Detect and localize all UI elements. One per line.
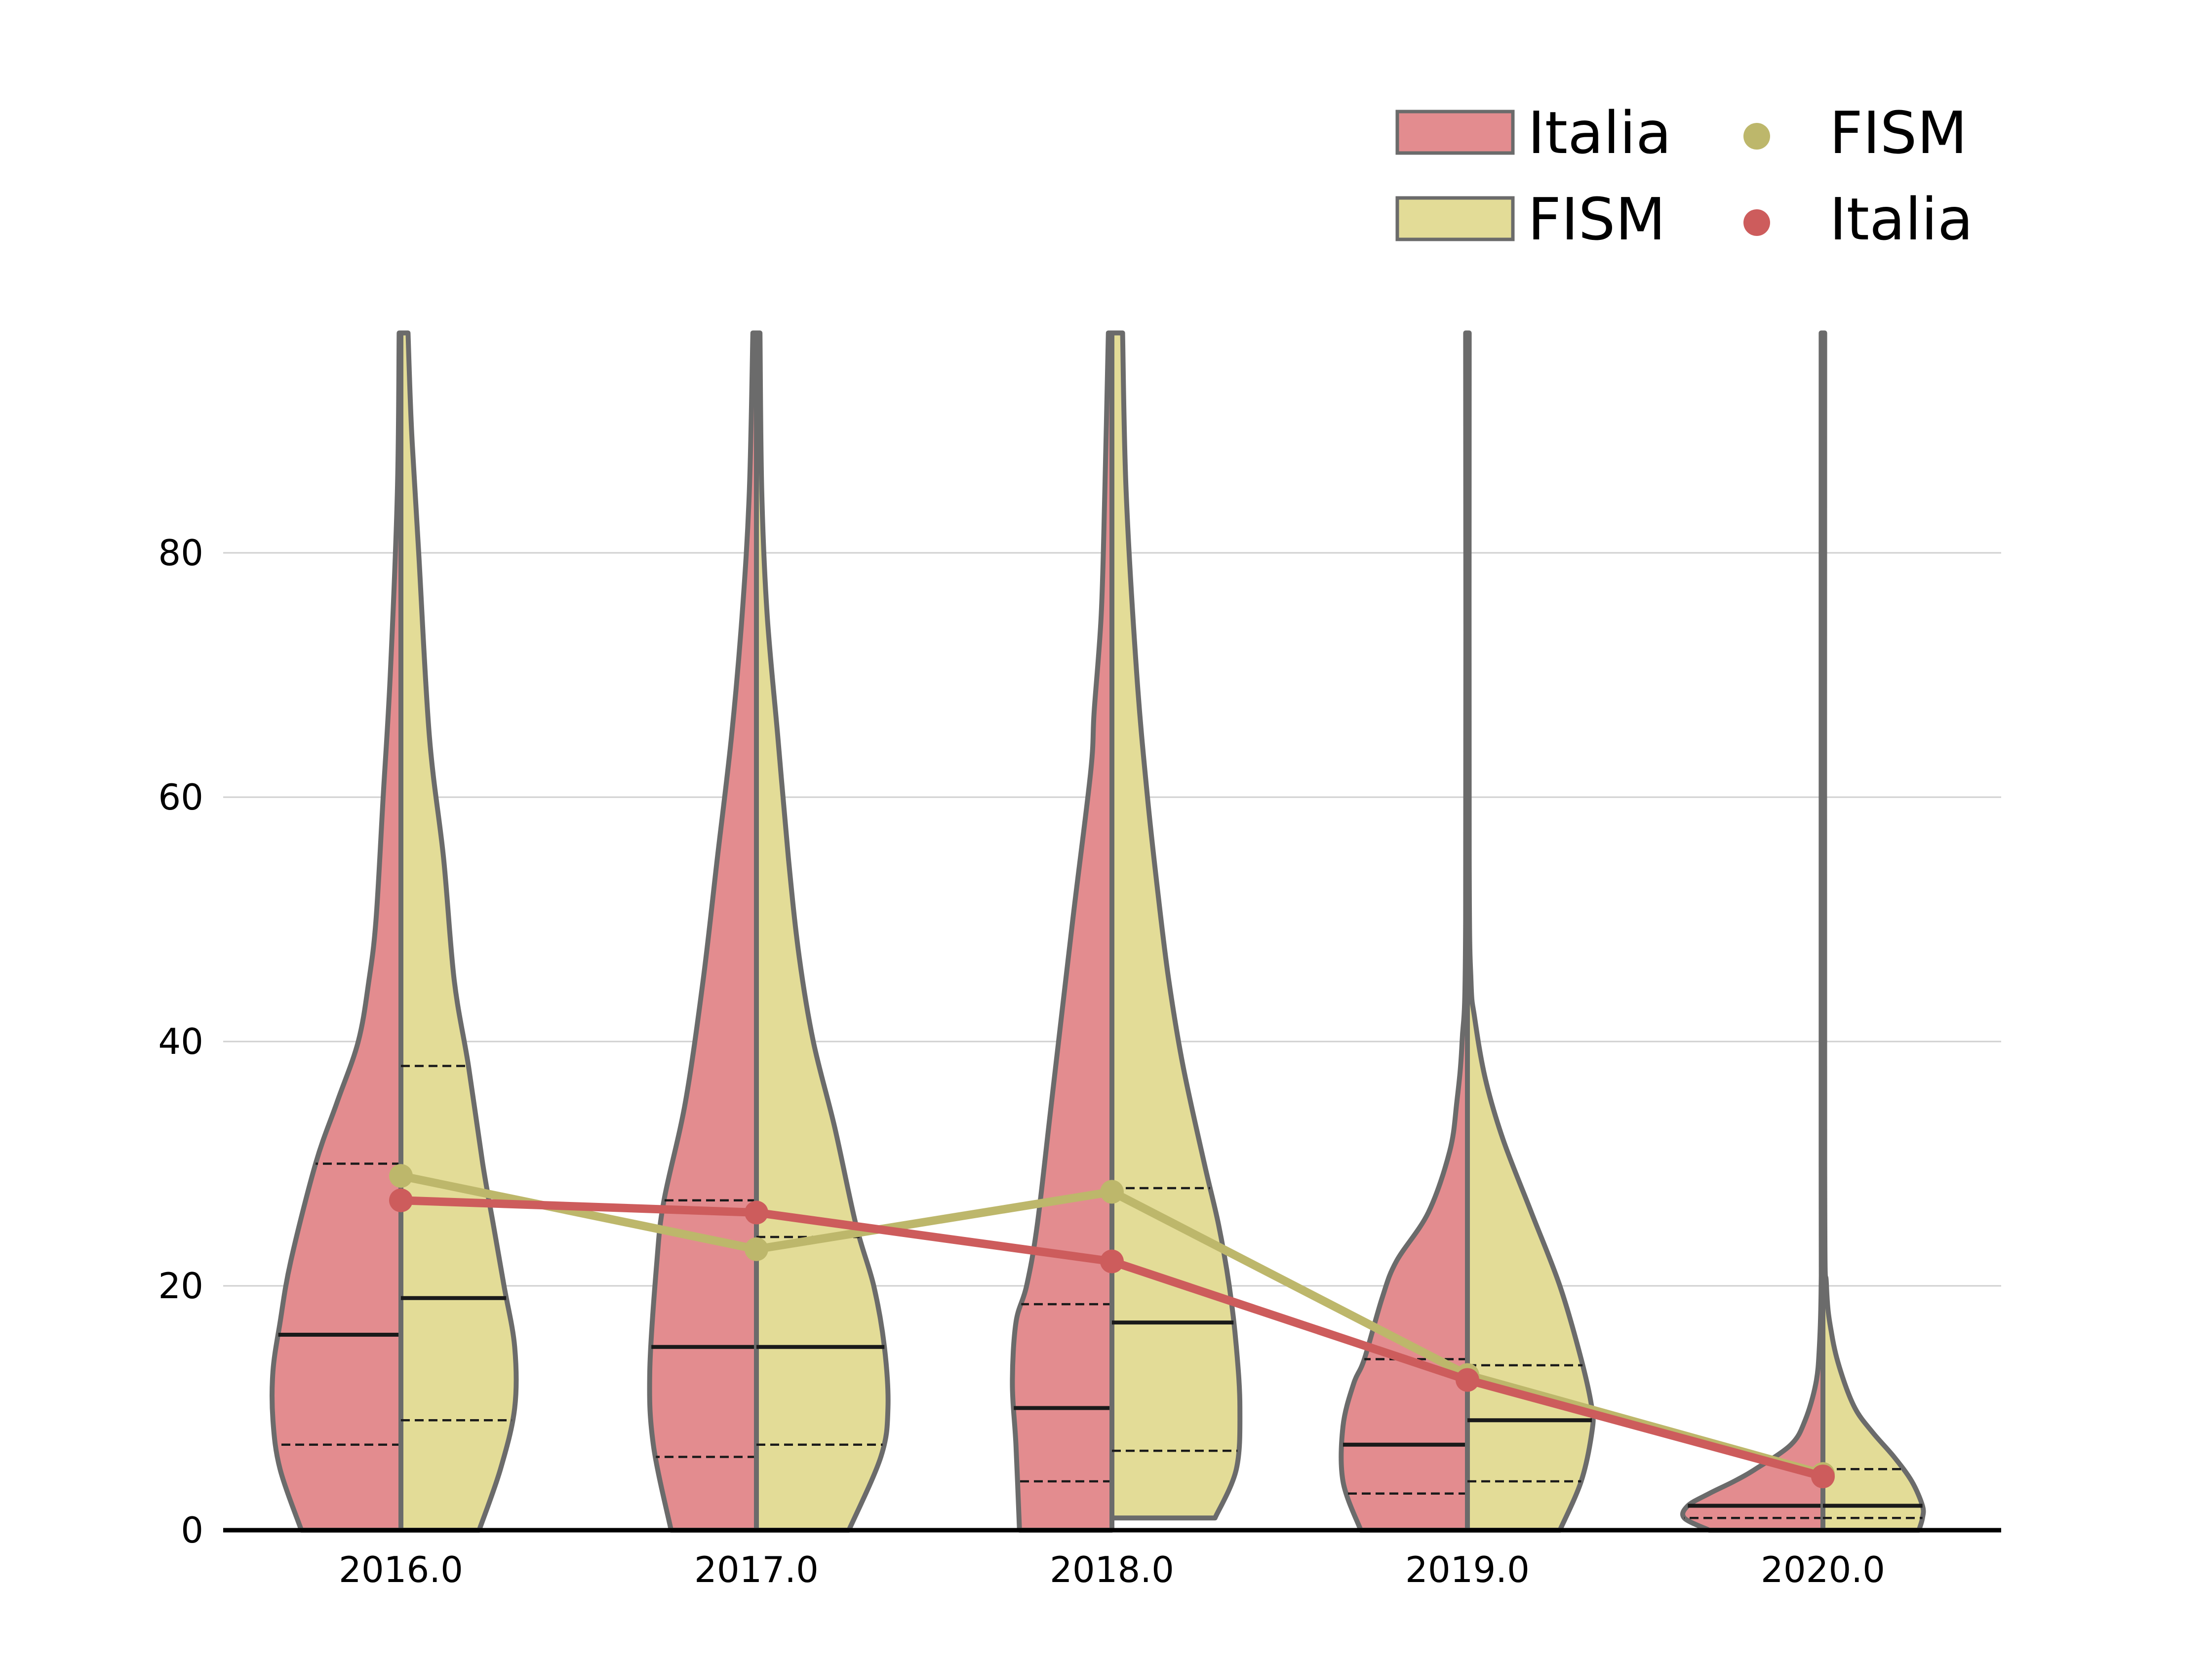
violin-group bbox=[1010, 330, 1243, 1533]
legend-marker bbox=[1743, 123, 1770, 150]
x-tick-label: 2020.0 bbox=[1761, 1549, 1885, 1590]
violin-group bbox=[270, 330, 519, 1533]
legend-label: FISM bbox=[1829, 99, 1967, 167]
series-point-italia bbox=[389, 1188, 413, 1212]
series-point-fism bbox=[389, 1164, 413, 1188]
violin-half-italia bbox=[1680, 330, 1825, 1533]
x-tick-label: 2017.0 bbox=[694, 1549, 819, 1590]
legend-patch bbox=[1395, 110, 1515, 155]
axes: 0 20 40 60 80 2016.0 2017.0 2018.0 2019.0 2020.0 bbox=[158, 532, 2001, 1590]
y-tick-label: 60 bbox=[158, 776, 203, 818]
violin-half-italia bbox=[647, 330, 759, 1533]
violin-half-italia bbox=[1339, 330, 1470, 1533]
y-tick-label: 20 bbox=[158, 1265, 203, 1307]
legend-label: Italia bbox=[1829, 185, 1973, 253]
series-point-italia bbox=[745, 1200, 768, 1225]
violin-half-italia bbox=[270, 330, 403, 1533]
violin-half-fism bbox=[1820, 330, 1926, 1533]
series-point-italia bbox=[1100, 1249, 1124, 1274]
violin-half-fism bbox=[1465, 330, 1596, 1533]
violin-half-fism bbox=[1109, 330, 1243, 1521]
series-point-fism bbox=[1100, 1180, 1124, 1204]
series-point-italia bbox=[1811, 1465, 1835, 1489]
legend-patch bbox=[1395, 196, 1515, 241]
y-tick-label: 80 bbox=[158, 532, 203, 574]
x-tick-label: 2018.0 bbox=[1050, 1549, 1174, 1590]
violin-group bbox=[1680, 330, 1926, 1533]
violins bbox=[270, 330, 1926, 1533]
series-point-italia bbox=[1456, 1368, 1479, 1392]
violin-half-italia bbox=[1010, 330, 1114, 1533]
legend-label: FISM bbox=[1528, 185, 1665, 253]
x-tick-label: 2019.0 bbox=[1405, 1549, 1530, 1590]
violin-group bbox=[647, 330, 891, 1533]
series-point-fism bbox=[745, 1237, 768, 1261]
violin-half-fism bbox=[754, 330, 891, 1533]
violin-half-fism bbox=[398, 330, 519, 1533]
y-tick-label: 0 bbox=[181, 1509, 203, 1551]
y-tick-label: 40 bbox=[158, 1021, 203, 1062]
legend: Italia FISM FISM Italia bbox=[1395, 99, 1973, 253]
mean-lines bbox=[389, 1164, 1835, 1489]
legend-label: Italia bbox=[1528, 99, 1671, 167]
legend-marker bbox=[1743, 209, 1770, 236]
x-tick-label: 2016.0 bbox=[339, 1549, 463, 1590]
